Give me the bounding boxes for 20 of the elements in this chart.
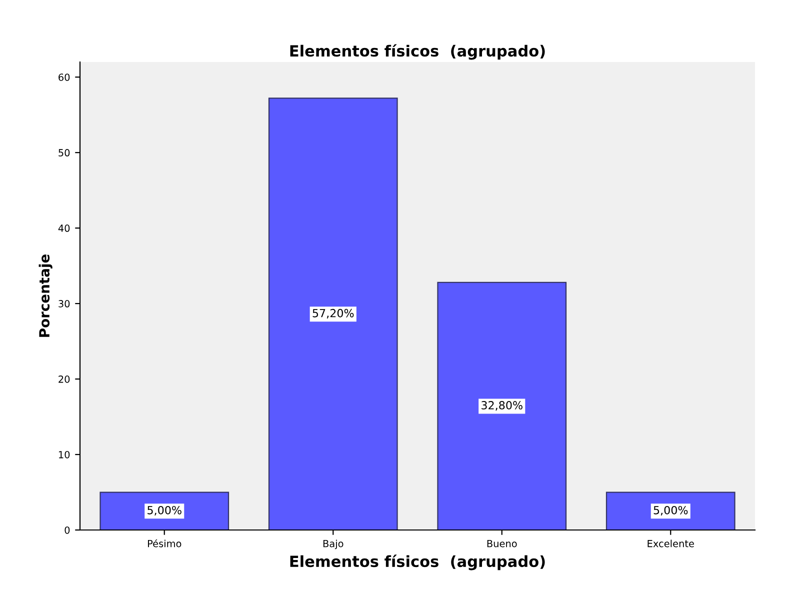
bar	[268, 98, 398, 530]
y-tick-label: 60	[58, 74, 70, 81]
data-label: 32,80%	[482, 401, 522, 411]
data-label: 57,20%	[312, 308, 354, 318]
y-tick-label: 10	[58, 450, 70, 458]
x-tick-label: Pésimo	[148, 539, 182, 548]
x-tick-label: Excelente	[648, 540, 694, 548]
y-tick-label: 0	[64, 526, 70, 534]
data-label: 5,00%	[148, 506, 182, 516]
y-tick-label: 30	[58, 300, 70, 308]
y-axis-title: Porcentaje	[38, 254, 52, 337]
data-label: 5,00%	[654, 506, 688, 516]
bar	[437, 282, 567, 530]
y-tick-label: 20	[58, 376, 70, 383]
chart-title: Elementos físicos (agrupado)	[290, 44, 545, 60]
x-axis-title: Elementos físicos (agrupado)	[290, 554, 545, 570]
x-tick-label: Bueno	[487, 540, 517, 548]
y-tick-label: 40	[58, 224, 70, 232]
x-tick-label: Bajo	[323, 540, 344, 550]
y-tick-label: 50	[58, 149, 70, 156]
